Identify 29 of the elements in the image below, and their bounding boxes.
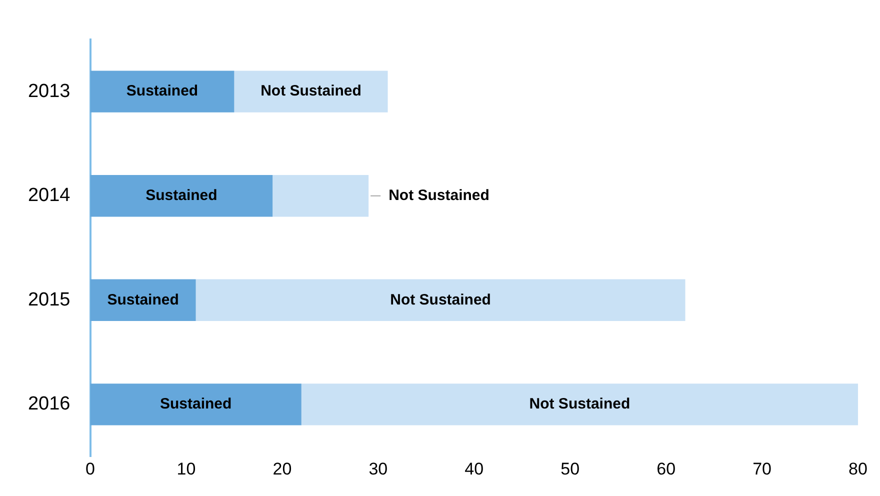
x-tick-label: 20: [272, 459, 292, 478]
x-tick-label: 60: [656, 459, 676, 478]
bar: [90, 384, 302, 426]
text: Sustained: [107, 291, 179, 308]
text: Not Sustained: [529, 396, 630, 413]
text: Sustained: [160, 396, 232, 413]
bar: [301, 384, 858, 426]
x-tick-label: 10: [176, 459, 196, 478]
y-tick-label: 2014: [28, 185, 71, 206]
text: Not Sustained: [388, 186, 490, 204]
x-tick-label: 80: [848, 459, 868, 478]
bar: [196, 279, 686, 322]
bar: [90, 279, 196, 322]
series-label: Not Sustained: [260, 82, 362, 100]
y-tick-label: 2013: [28, 80, 70, 102]
x-tick-label: 30: [368, 459, 388, 478]
bar: [272, 174, 369, 217]
bar: [234, 70, 388, 112]
x-tick-label: 50: [560, 459, 580, 478]
y-tick-label: 2015: [28, 289, 70, 310]
x-tick-label: 40: [464, 459, 484, 478]
bar: [90, 174, 273, 217]
x-tick-label: 70: [752, 459, 772, 478]
text: Sustained: [146, 186, 218, 204]
bar: [90, 70, 234, 112]
x-tick-label: 0: [86, 459, 95, 478]
series-label: Sustained: [126, 82, 198, 100]
text: Not Sustained: [390, 291, 491, 308]
y-tick-label: 2016: [28, 394, 70, 415]
